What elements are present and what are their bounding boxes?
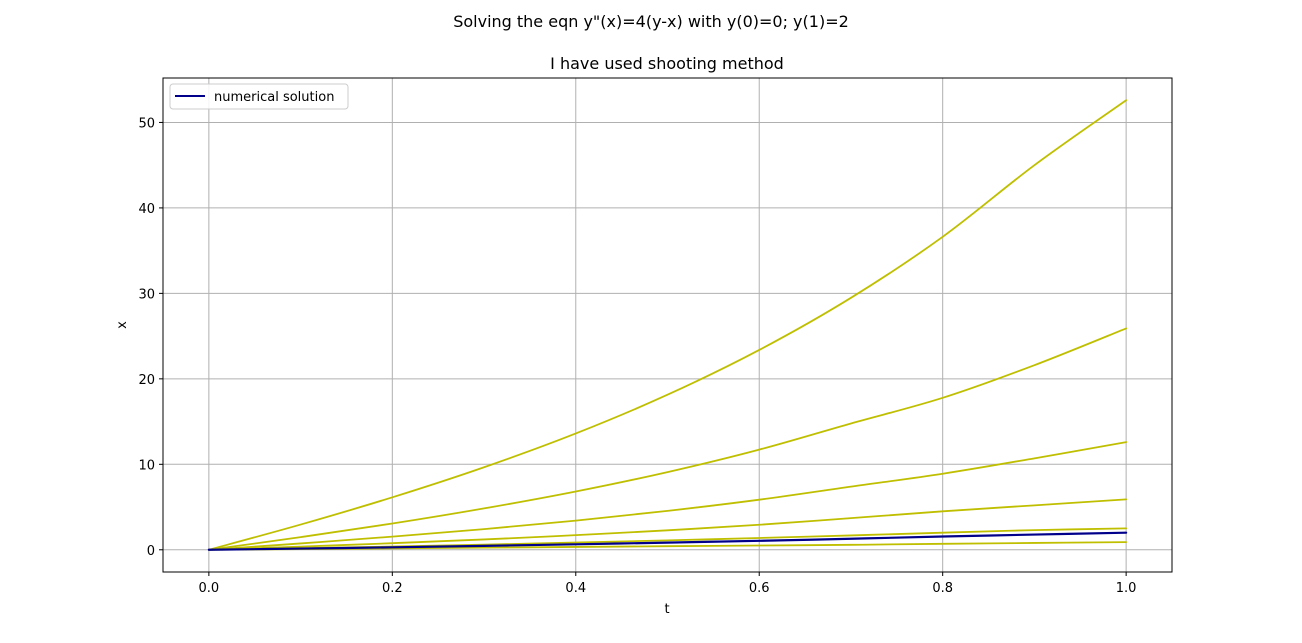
legend-box — [169, 83, 349, 110]
series-line-trial — [207, 441, 1128, 551]
y-axis-label: x — [115, 321, 130, 329]
legend-label: numerical solution — [214, 90, 334, 105]
series-line-trial — [207, 327, 1128, 551]
y-ticks: 0 10 20 30 40 50 — [138, 116, 163, 559]
x-tick-label: 0.6 — [749, 581, 770, 596]
x-tick-label: 0.8 — [932, 581, 953, 596]
y-tick-label: 10 — [138, 458, 155, 473]
legend: numerical solution — [169, 83, 349, 110]
series-line-trial — [207, 99, 1128, 551]
x-ticks: 0.0 0.2 0.4 0.6 0.8 1.0 — [199, 572, 1137, 596]
series-line-numerical-solution — [207, 531, 1128, 551]
y-tick-label: 0 — [147, 544, 155, 559]
chart-title: Solving the eqn y"(x)=4(y-x) with y(0)=0… — [453, 12, 849, 31]
chart-subtitle: I have used shooting method — [550, 54, 784, 73]
series-layer — [207, 99, 1128, 551]
y-tick-label: 20 — [138, 373, 155, 388]
x-tick-label: 1.0 — [1116, 581, 1137, 596]
series-line-trial — [207, 498, 1128, 551]
y-tick-label: 30 — [138, 287, 155, 302]
x-axis-label: t — [664, 602, 669, 617]
y-tick-label: 50 — [138, 116, 155, 131]
x-tick-label: 0.4 — [565, 581, 586, 596]
plot-frame — [162, 77, 1173, 573]
y-tick-label: 40 — [138, 202, 155, 217]
x-tick-label: 0.0 — [199, 581, 220, 596]
x-tick-label: 0.2 — [382, 581, 403, 596]
grid — [163, 78, 1172, 572]
